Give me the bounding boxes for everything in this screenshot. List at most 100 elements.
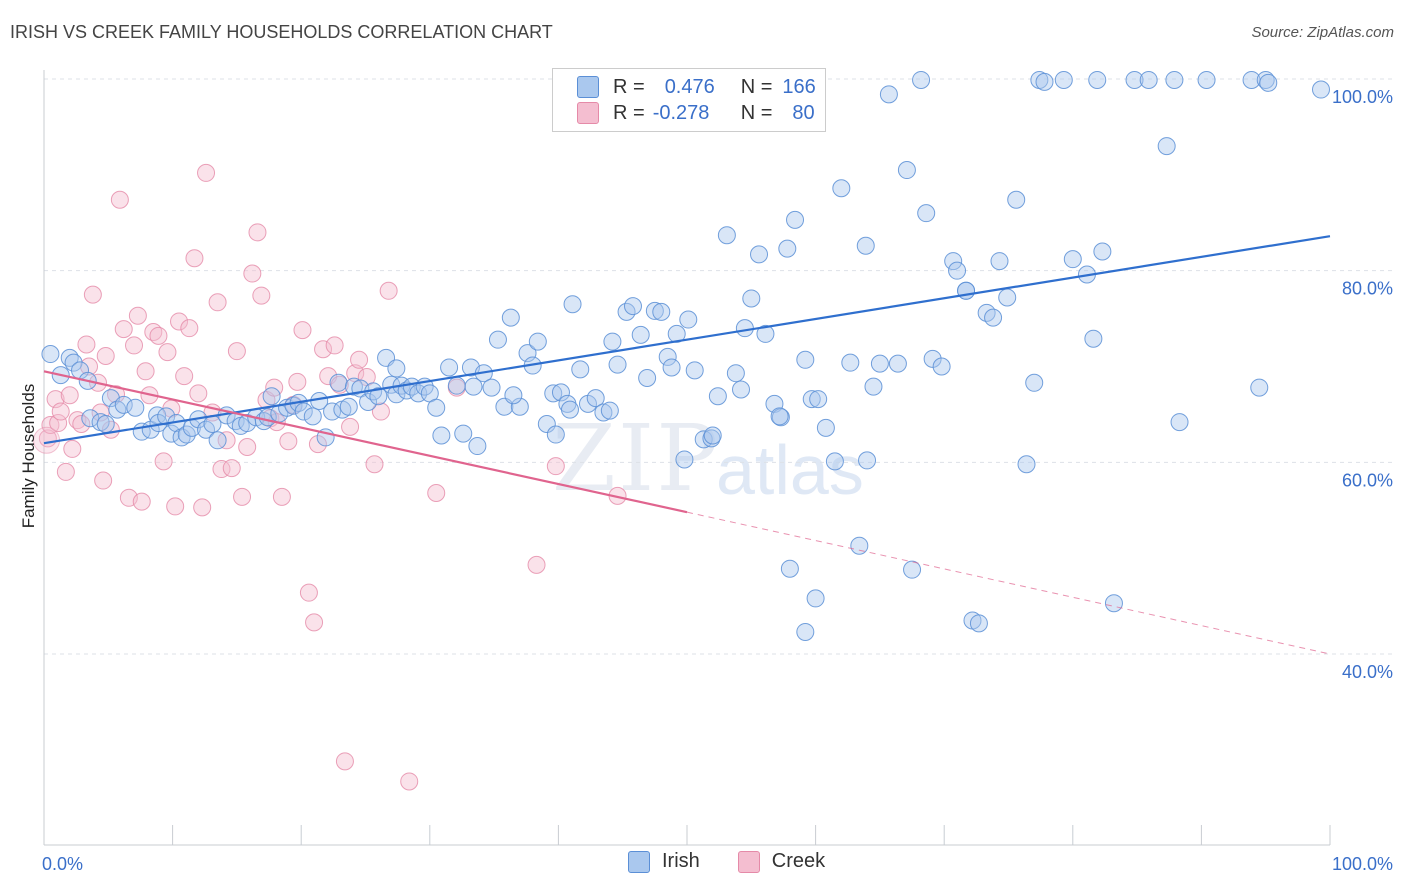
- legend-item-creek[interactable]: Creek: [737, 850, 826, 873]
- irish-point: [809, 390, 828, 409]
- irish-point: [560, 400, 579, 419]
- irish-series: [41, 69, 1330, 641]
- x-tick-label: 100.0%: [1332, 854, 1393, 874]
- irish-point: [917, 204, 936, 223]
- irish-point: [679, 310, 698, 329]
- creek-point: [527, 555, 546, 574]
- creek-legend-label: Creek: [771, 850, 826, 872]
- irish-point: [1007, 190, 1026, 209]
- irish-point: [440, 358, 459, 377]
- irish-point: [870, 354, 889, 373]
- creek-point: [272, 487, 291, 506]
- creek-point: [110, 190, 129, 209]
- irish-point: [742, 289, 761, 308]
- irish-point: [571, 360, 590, 379]
- irish-point: [1139, 70, 1158, 89]
- irish-point: [544, 384, 563, 403]
- irish-point: [756, 324, 775, 343]
- irish-n-value: 166: [782, 75, 816, 98]
- irish-point: [708, 387, 727, 406]
- legend-row-creek: R = -0.278 N = 80: [577, 100, 815, 126]
- irish-point: [432, 426, 451, 445]
- irish-point: [675, 450, 694, 469]
- irish-point: [1093, 242, 1112, 261]
- irish-point: [537, 415, 556, 433]
- creek-point: [132, 492, 151, 511]
- irish-point: [726, 364, 745, 383]
- creek-point: [208, 293, 227, 312]
- irish-point: [998, 288, 1017, 307]
- y-tick-label: 40.0%: [1342, 662, 1393, 682]
- irish-point: [662, 358, 681, 377]
- irish-point: [631, 325, 650, 344]
- creek-point: [128, 306, 147, 325]
- legend-item-irish[interactable]: Irish: [628, 850, 700, 873]
- creek-point: [56, 462, 75, 481]
- series-legend: Irish Creek: [628, 850, 863, 873]
- irish-point: [778, 239, 797, 258]
- irish-point: [464, 377, 483, 396]
- irish-point: [1063, 250, 1082, 269]
- creek-point: [335, 752, 354, 771]
- irish-point: [603, 332, 622, 351]
- creek-trend-line: [43, 370, 688, 514]
- irish-point: [501, 308, 520, 327]
- irish-point: [623, 297, 642, 316]
- irish-point: [816, 418, 835, 437]
- creek-point: [180, 319, 199, 338]
- irish-legend-swatch: [628, 850, 650, 873]
- irish-point: [608, 355, 627, 374]
- irish-point: [64, 353, 83, 372]
- irish-point: [41, 345, 60, 364]
- creek-point: [83, 285, 102, 304]
- creek-point: [154, 452, 173, 471]
- irish-point: [1088, 70, 1107, 89]
- irish-point: [1025, 373, 1044, 392]
- creek-series: [33, 163, 627, 791]
- irish-point: [856, 236, 875, 255]
- y-axis-title: Family Households: [19, 384, 38, 529]
- creek-n-value: 80: [792, 101, 815, 124]
- irish-point: [645, 301, 664, 320]
- irish-point: [96, 415, 115, 433]
- irish-point: [1125, 70, 1144, 89]
- irish-point: [482, 378, 501, 397]
- irish-point: [912, 70, 931, 89]
- irish-r-value: 0.476: [664, 75, 715, 98]
- creek-point: [170, 312, 189, 331]
- irish-point: [1017, 455, 1036, 474]
- creek-point: [341, 417, 360, 436]
- legend-row-irish: R = 0.476 N = 166: [577, 74, 816, 100]
- irish-n-label: N =: [740, 75, 773, 98]
- irish-point: [600, 401, 619, 420]
- irish-point: [717, 226, 736, 245]
- creek-n-label: N =: [740, 101, 773, 124]
- irish-point: [528, 332, 547, 351]
- irish-point: [969, 614, 988, 633]
- watermark-zip: ZIP: [552, 405, 721, 512]
- irish-point: [1165, 70, 1184, 89]
- irish-point: [879, 85, 898, 104]
- irish-point: [897, 161, 916, 180]
- irish-point: [294, 402, 313, 421]
- creek-point: [166, 497, 185, 516]
- irish-point: [825, 452, 844, 471]
- y-tick-label: 80.0%: [1342, 279, 1393, 299]
- irish-point: [771, 408, 790, 427]
- creek-legend-swatch: [737, 850, 760, 873]
- irish-point: [329, 373, 348, 392]
- irish-point: [685, 361, 704, 380]
- irish-point: [1035, 72, 1054, 91]
- creek-point: [149, 326, 168, 345]
- irish-point: [208, 431, 227, 450]
- irish-point: [850, 536, 869, 555]
- irish-point: [735, 319, 754, 338]
- creek-point: [94, 471, 113, 490]
- creek-point: [243, 264, 262, 283]
- creek-point: [222, 459, 241, 478]
- irish-point: [546, 425, 565, 444]
- creek-point: [308, 435, 327, 454]
- irish-point: [948, 261, 967, 280]
- irish-point: [1084, 329, 1103, 348]
